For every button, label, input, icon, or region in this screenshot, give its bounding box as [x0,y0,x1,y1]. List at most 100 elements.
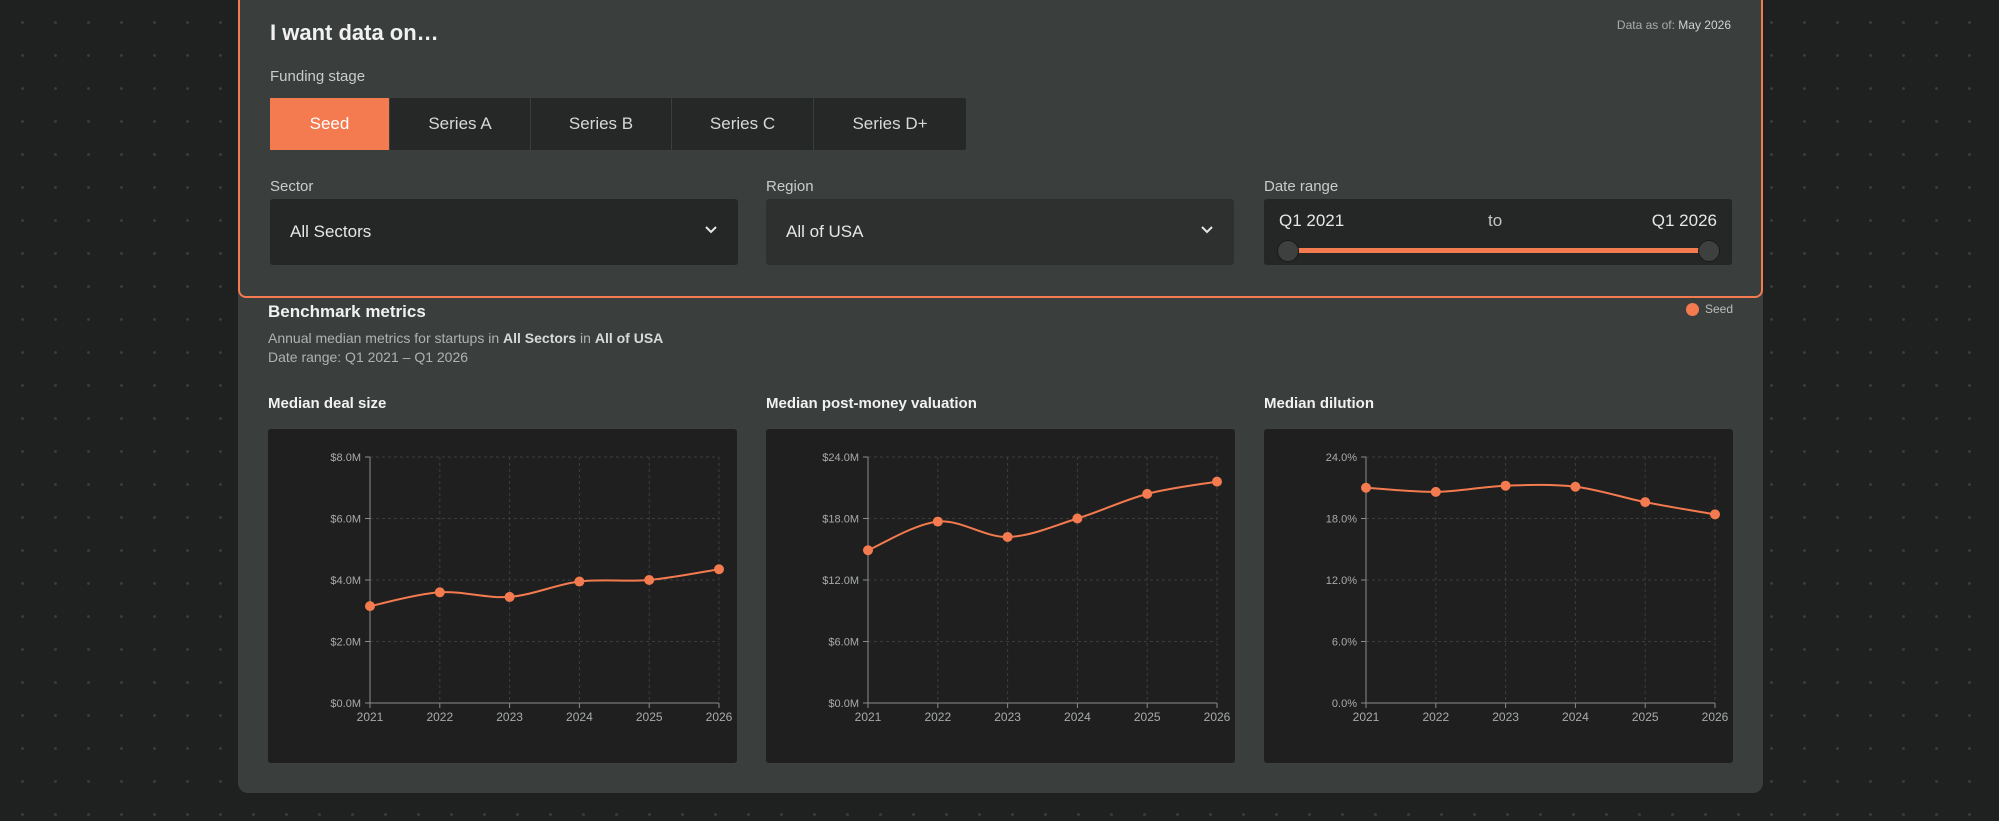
series-line [1365,483,1716,516]
x-tick-label: 2026 [706,710,733,724]
series-line [867,480,1218,552]
region-value: All of USA [786,222,864,241]
sector-select[interactable]: All Sectors [270,199,738,265]
data-point[interactable] [1640,497,1651,508]
y-tick-label: $0.0M [828,698,859,710]
data-point[interactable] [1002,531,1013,542]
benchmark-title: Benchmark metrics [268,302,426,321]
x-tick-label: 2022 [1422,710,1449,724]
chart-title-valuation: Median post-money valuation [766,395,977,412]
date-range-label: Date range [1264,178,1339,195]
x-tick-label: 2021 [855,710,882,724]
x-tick-label: 2023 [994,710,1021,724]
slider-handle-end[interactable] [1698,240,1720,262]
data-point[interactable] [574,576,585,587]
chart-title-deal-size: Median deal size [268,395,387,412]
sector-value: All Sectors [290,222,372,241]
region-select[interactable]: All of USA [766,199,1234,265]
data-point[interactable] [1570,481,1581,492]
x-tick-label: 2024 [1064,710,1091,724]
tab-series-b[interactable]: Series B [531,98,672,150]
tab-series-a[interactable]: Series A [390,98,531,150]
y-tick-label: $2.0M [330,637,361,649]
x-tick-label: 2021 [1353,710,1380,724]
y-tick-label: $6.0M [330,514,361,526]
y-tick-label: $0.0M [330,698,361,710]
subtitle-mid: in [576,330,595,346]
series-line [369,568,720,608]
x-tick-label: 2026 [1702,710,1729,724]
data-as-of-label: Data as of: [1616,18,1675,32]
x-tick-label: 2025 [636,710,663,724]
data-point[interactable] [1361,482,1371,493]
y-tick-label: $12.0M [822,575,859,587]
tab-series-c[interactable]: Series C [672,98,814,150]
data-point[interactable] [434,587,445,598]
x-tick-label: 2021 [357,710,384,724]
data-point[interactable] [1430,486,1441,497]
sector-label: Sector [270,178,314,195]
page-title: I want data on… [270,20,439,45]
chart-dilution: 0.0% 6.0% 12.0% 18.0% 24.0% 2021 2022 2023 2024 2… [1264,429,1733,763]
data-as-of: Data as of: May 2026 [1617,18,1731,32]
y-tick-label: 18.0% [1326,514,1357,526]
subtitle-region: All of USA [594,330,664,346]
x-tick-label: 2022 [426,710,453,724]
x-tick-label: 2023 [1492,710,1519,724]
legend-label: Seed [1704,302,1733,316]
x-tick-label: 2023 [496,710,523,724]
x-tick-label: 2026 [1204,710,1231,724]
data-point[interactable] [1072,513,1083,524]
data-point[interactable] [504,591,515,602]
funding-stage-tabs: Seed Series A Series B Series C Series D… [270,98,966,150]
y-tick-label: $4.0M [330,575,361,587]
region-label: Region [766,178,814,195]
data-point[interactable] [1212,476,1222,487]
chart-svg: $0.0M $6.0M $12.0M $18.0M $24.0M 2021 2022 2023… [822,452,1231,724]
data-point[interactable] [644,575,655,585]
data-as-of-value: May 2026 [1678,18,1731,32]
subtitle-date-range: Date range: Q1 2021 – Q1 2026 [268,349,469,365]
legend-dot-icon [1685,302,1699,316]
tab-seed[interactable]: Seed [270,98,390,150]
x-tick-label: 2025 [1632,710,1659,724]
slider-handle-start[interactable] [1277,240,1299,262]
chevron-down-icon [705,226,717,234]
subtitle-prefix: Annual median metrics for startups in [268,330,503,346]
slider-track[interactable] [1287,248,1707,253]
data-point[interactable] [1710,509,1720,520]
y-tick-label: $6.0M [828,637,859,649]
chart-valuation: $0.0M $6.0M $12.0M $18.0M $24.0M 2021 2022 2023… [766,429,1235,763]
funding-stage-label: Funding stage [270,68,366,85]
y-tick-label: 6.0% [1332,637,1357,649]
x-tick-label: 2022 [924,710,951,724]
subtitle-sector: All Sectors [503,330,577,346]
data-point[interactable] [863,545,873,556]
y-tick-label: $24.0M [822,452,859,464]
chart-title-dilution: Median dilution [1264,395,1374,412]
x-tick-label: 2024 [1562,710,1589,724]
y-tick-label: 0.0% [1332,698,1357,710]
chart-deal-size: $0.0M $2.0M $4.0M $6.0M $8.0M 2021 2022 2023 202… [268,429,737,763]
tab-series-d-plus[interactable]: Series D+ [852,114,928,133]
chart-legend: Seed [1685,302,1733,316]
chart-svg: 0.0% 6.0% 12.0% 18.0% 24.0% 2021 2022 2023 2024 2… [1326,452,1729,724]
y-tick-label: 24.0% [1326,452,1357,464]
data-point[interactable] [1142,488,1153,499]
date-range-slider: Q1 2021 to Q1 2026 [1264,199,1732,265]
x-tick-label: 2024 [566,710,593,724]
date-to-word: to [1488,211,1503,230]
y-tick-label: $8.0M [330,452,361,464]
data-point[interactable] [714,564,724,575]
date-from: Q1 2021 [1279,211,1345,230]
date-to: Q1 2026 [1651,211,1717,230]
chart-svg: $0.0M $2.0M $4.0M $6.0M $8.0M 2021 2022 2023 202… [330,452,733,724]
chevron-down-icon [1201,226,1213,234]
x-tick-label: 2025 [1134,710,1161,724]
y-tick-label: $18.0M [822,514,859,526]
y-tick-label: 12.0% [1326,575,1357,587]
data-point[interactable] [365,601,375,612]
benchmark-subtitle: Annual median metrics for startups in Al… [268,329,663,367]
data-point[interactable] [1500,480,1511,491]
data-point[interactable] [932,516,943,527]
